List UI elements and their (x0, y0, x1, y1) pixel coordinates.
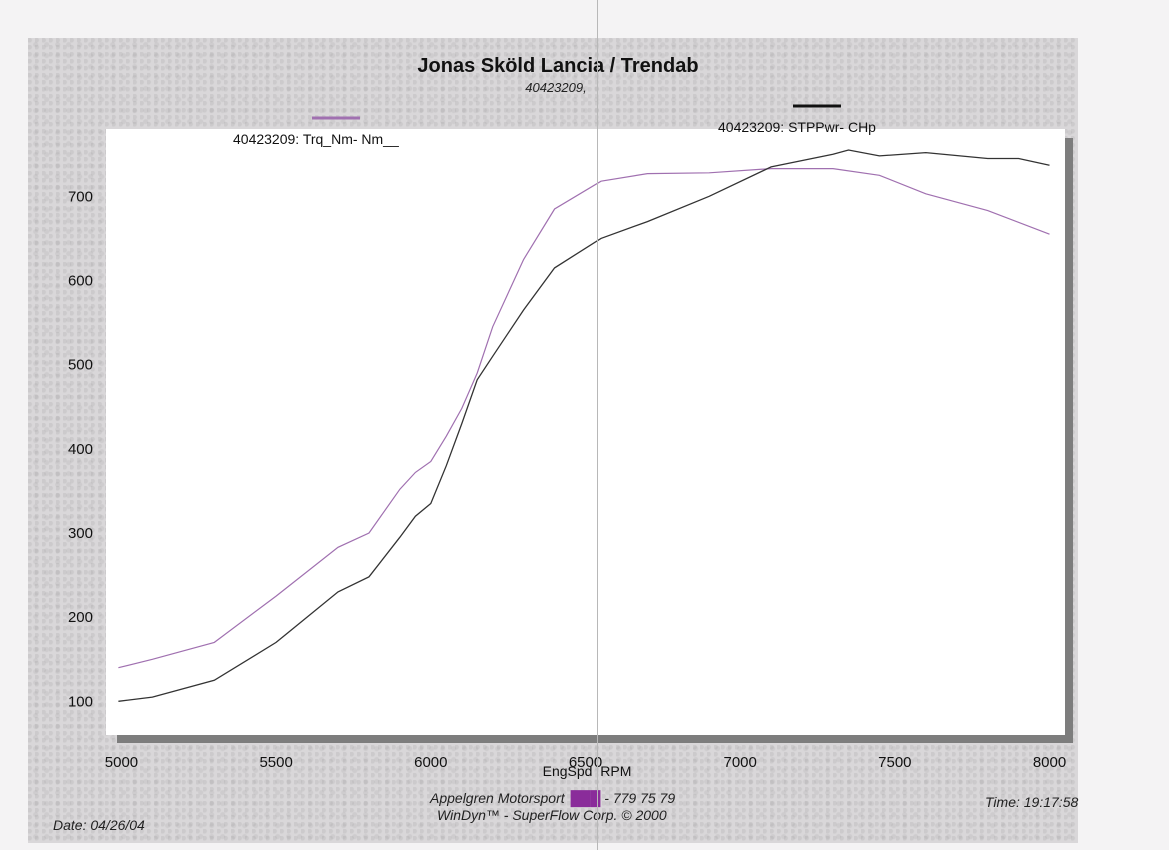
y-tick-label: 600 (68, 273, 93, 290)
legend-label-power: 40423209: STPPwr- CHp (718, 119, 876, 135)
x-tick-label: 6000 (414, 754, 447, 771)
y-axis-ticks: 100 200 300 400 500 600 700 (68, 188, 93, 710)
y-tick-label: 400 (68, 441, 93, 458)
chart-subtitle: 40423209, (525, 80, 586, 95)
footer-time: Time: 19:17:58 (985, 794, 1078, 810)
paper-fold-line (597, 0, 598, 850)
y-tick-label: 100 (68, 693, 93, 710)
plot-area (106, 129, 1065, 735)
y-tick-label: 200 (68, 609, 93, 626)
footer-software: WinDyn™ - SuperFlow Corp. © 2000 (437, 807, 667, 823)
x-tick-label: 5500 (259, 754, 292, 771)
x-tick-label: 5000 (105, 754, 138, 771)
y-tick-label: 500 (68, 357, 93, 374)
footer-date: Date: 04/26/04 (53, 817, 145, 833)
y-tick-label: 700 (68, 188, 93, 205)
x-axis-label: EngSpd RPM (543, 763, 632, 779)
x-tick-label: 8000 (1033, 754, 1066, 771)
y-tick-label: 300 (68, 525, 93, 542)
footer-company: Appelgren Motorsport███ - 779 75 79 (429, 790, 675, 808)
x-tick-label: 7500 (878, 754, 911, 771)
x-tick-label: 7000 (723, 754, 756, 771)
chart-title: Jonas Sköld Lancia / Trendab (417, 55, 698, 77)
legend-label-torque: 40423209: Trq_Nm- Nm__ (233, 131, 399, 147)
